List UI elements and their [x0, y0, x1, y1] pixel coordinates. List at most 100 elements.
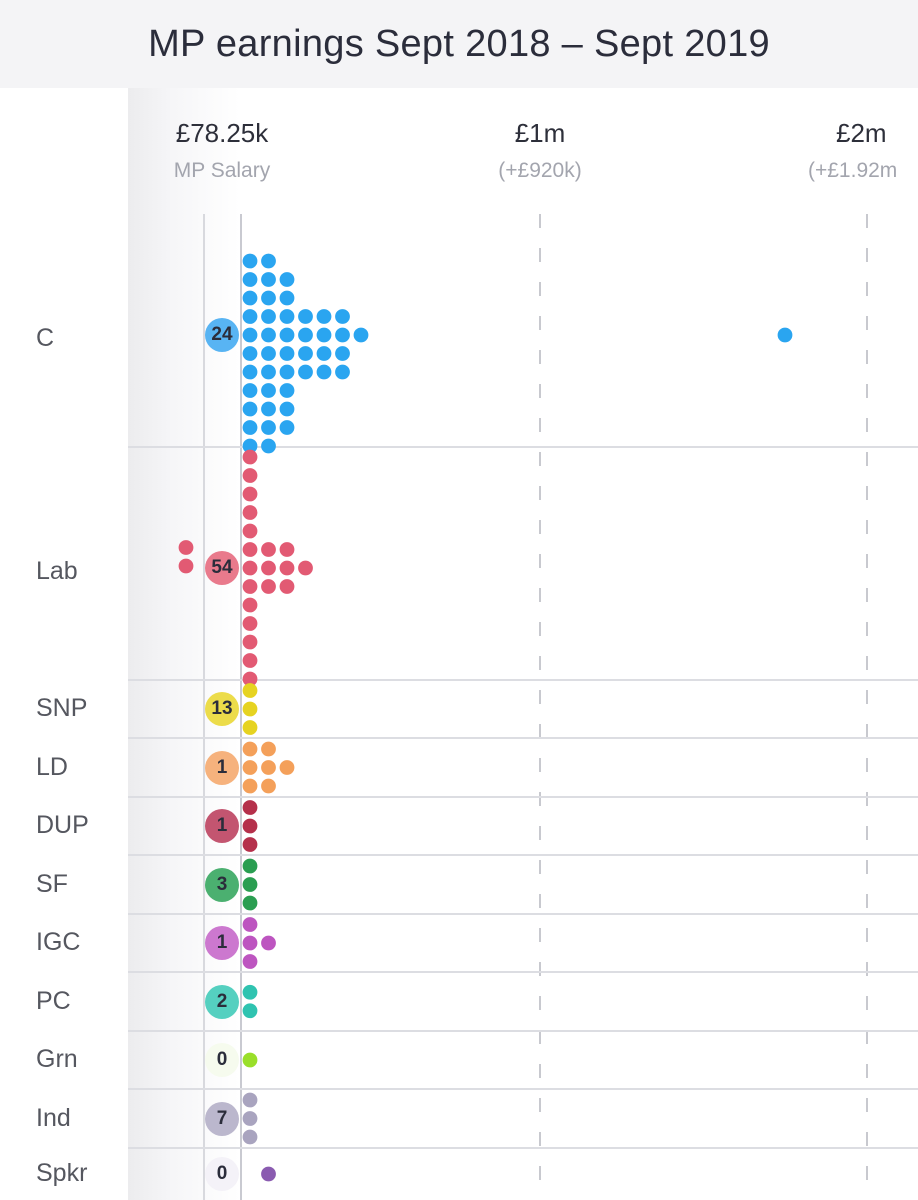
axis-value-1m: £1m: [514, 118, 566, 148]
dot-lab: [242, 560, 258, 576]
dot-ld: [261, 760, 276, 775]
dot-lab: [242, 616, 258, 631]
axis-head-2m: £2m (+£1.92m: [768, 118, 918, 183]
dot-lab: [242, 597, 258, 613]
category-label-sf: SF: [36, 869, 68, 898]
dot-c: [298, 309, 313, 324]
dot-c: [261, 309, 276, 324]
count-badge-snp: 13: [205, 692, 239, 726]
dot-c: [335, 309, 350, 324]
dot-c: [279, 327, 295, 343]
dot-c: [279, 346, 295, 361]
dot-c: [261, 253, 276, 269]
axis-value-salary: £78.25k: [175, 118, 269, 148]
dot-lab: [261, 560, 276, 576]
dot-lab: [242, 579, 258, 594]
dot-lab: [279, 560, 295, 576]
dot-igc: [242, 954, 258, 969]
dot-snp: [242, 701, 258, 717]
dot-lab: [242, 542, 258, 557]
dot-sf: [242, 895, 258, 911]
dot-grn: [242, 1052, 258, 1068]
dot-dup: [242, 837, 258, 852]
count-badge-c: 24: [205, 318, 239, 352]
category-label-spkr: Spkr: [36, 1159, 88, 1187]
count-badge-ind: 7: [205, 1101, 239, 1136]
category-label-igc: IGC: [36, 928, 81, 956]
category-label-lab: Lab: [36, 557, 78, 585]
dot-c: [261, 346, 276, 361]
dot-c: [316, 364, 332, 380]
dot-lab: [242, 653, 258, 668]
dot-c: [298, 327, 313, 343]
dot-pc: [242, 984, 258, 1000]
category-label-grn: Grn: [36, 1045, 78, 1073]
dot-ind: [242, 1092, 258, 1108]
dot-c: [242, 327, 258, 343]
axis-head-1m: £1m (+£920k): [440, 118, 640, 183]
dot-c: [279, 383, 295, 398]
dot-c: [242, 346, 258, 361]
axis-note-2m: (+£1.92m: [808, 159, 898, 182]
dot-c: [242, 420, 258, 435]
dot-c: [316, 327, 332, 343]
dot-c: [261, 272, 276, 287]
dot-c: [279, 290, 295, 306]
count-badge-pc: 2: [205, 984, 239, 1019]
dot-c: [298, 364, 313, 380]
dot-lab: [242, 449, 258, 465]
dot-c: [353, 327, 369, 343]
dot-lab: [242, 523, 258, 539]
dot-c: [242, 438, 258, 454]
dot-lab: [242, 468, 258, 483]
axis-value-2m: £2m: [836, 118, 887, 148]
dot-c: [261, 290, 276, 306]
dot-c: [242, 364, 258, 380]
dot-lab: [242, 486, 258, 502]
dot-ld: [261, 778, 276, 794]
category-label-snp: SNP: [36, 694, 88, 722]
dot-c: [279, 420, 295, 435]
dot-ind: [242, 1111, 258, 1126]
dot-ld: [261, 741, 276, 757]
dot-c: [335, 364, 350, 380]
dot-c: [242, 290, 258, 306]
dot-igc: [242, 935, 258, 951]
category-label-c: C: [36, 324, 55, 352]
dot-c: [279, 364, 295, 380]
category-label-pc: PC: [36, 986, 71, 1015]
dot-snp: [242, 720, 258, 735]
dot-lab: [261, 579, 276, 594]
dot-c: [316, 346, 332, 361]
axis-note-1m: (+£920k): [498, 159, 582, 182]
dot-c: [279, 309, 295, 324]
axis-head-salary: £78.25k MP Salary: [122, 118, 322, 183]
dot-lab: [242, 505, 258, 520]
dot-c: [279, 401, 295, 417]
category-label-dup: DUP: [36, 811, 89, 839]
dot-lab: [242, 671, 258, 687]
dot-lab-below-salary: [178, 558, 194, 574]
count-badge-igc: 1: [205, 926, 239, 960]
dot-c: [261, 383, 276, 398]
dot-lab-below-salary: [178, 540, 194, 555]
dot-lab: [242, 634, 258, 650]
category-gutter: [0, 88, 128, 1200]
count-badge-ld: 1: [205, 750, 239, 785]
dot-ind: [242, 1129, 258, 1145]
chart-header: MP earnings Sept 2018 – Sept 2019: [0, 0, 918, 88]
dot-c: [316, 309, 332, 324]
count-badge-spkr: 0: [205, 1157, 239, 1191]
count-badge-grn: 0: [205, 1043, 239, 1077]
category-label-ld: LD: [36, 752, 68, 781]
dot-sf: [242, 877, 258, 892]
dot-ld: [279, 760, 295, 775]
dot-lab: [279, 542, 295, 557]
dot-dup: [242, 818, 258, 834]
dot-c: [242, 401, 258, 417]
dot-igc: [261, 935, 276, 951]
dot-spkr: [261, 1166, 276, 1182]
dot-ld: [242, 741, 258, 757]
dot-c: [261, 401, 276, 417]
